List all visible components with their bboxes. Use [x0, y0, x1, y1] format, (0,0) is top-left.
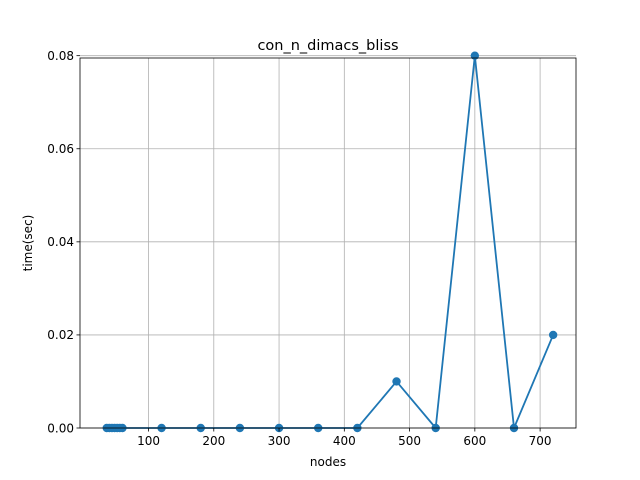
- x-tick-label: 500: [398, 434, 421, 448]
- plot-frame: [79, 57, 577, 429]
- data-point: [548, 330, 558, 340]
- x-tick-label: 100: [137, 434, 160, 448]
- x-tick-label: 700: [529, 434, 552, 448]
- x-axis-label: nodes: [310, 455, 346, 469]
- data-point: [470, 51, 480, 60]
- y-tick-label: 0.04: [47, 235, 74, 249]
- data-point: [392, 377, 401, 386]
- grid: [80, 55, 576, 429]
- y-tick-label: 0.00: [47, 421, 74, 435]
- x-tick-label: 400: [333, 434, 356, 448]
- y-tick-label: 0.06: [47, 142, 74, 156]
- y-tick-label: 0.08: [47, 49, 74, 63]
- chart-title: con_n_dimacs_bliss: [257, 38, 398, 54]
- x-tick-label: 200: [202, 434, 225, 448]
- x-tick-label: 600: [463, 434, 486, 448]
- y-axis-label: time(sec): [21, 215, 35, 272]
- x-tick-label: 300: [268, 434, 291, 448]
- ticks: 100 200 300 400 500 600 700 0.00 0.02 0.04 0.06 0.0…: [47, 49, 551, 448]
- y-tick-label: 0.02: [47, 328, 74, 342]
